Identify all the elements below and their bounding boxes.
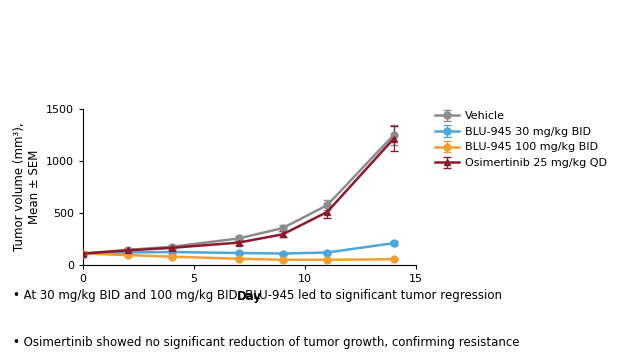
- Y-axis label: Tumor volume (mm³),
Mean ± SEM: Tumor volume (mm³), Mean ± SEM: [13, 123, 40, 251]
- Text: osimertinib-resistant Ba/F3 CDX (L858R/T790M/C797S) tumor model: osimertinib-resistant Ba/F3 CDX (L858R/T…: [10, 70, 462, 83]
- Text: • Osimertinib showed no significant reduction of tumor growth, confirming resist: • Osimertinib showed no significant redu…: [13, 336, 519, 349]
- X-axis label: Day: Day: [237, 290, 262, 303]
- Text: Figure 7: Oral administration of BLU-945 showed significant tumor regression in : Figure 7: Oral administration of BLU-945…: [10, 29, 564, 42]
- Text: • At 30 mg/kg BID and 100 mg/kg BID, BLU-945 led to significant tumor regression: • At 30 mg/kg BID and 100 mg/kg BID, BLU…: [13, 289, 502, 302]
- Legend: Vehicle, BLU-945 30 mg/kg BID, BLU-945 100 mg/kg BID, Osimertinib 25 mg/kg QD: Vehicle, BLU-945 30 mg/kg BID, BLU-945 1…: [435, 111, 607, 168]
